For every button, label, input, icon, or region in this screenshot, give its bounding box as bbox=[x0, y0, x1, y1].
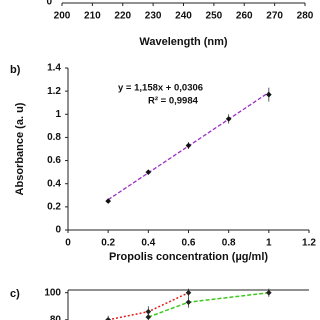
x-tick-label: 0.6 bbox=[182, 238, 196, 249]
y-tick-label: 0 bbox=[55, 225, 61, 236]
x-tick-label: 200 bbox=[54, 11, 71, 22]
y-axis-label: Absorbance (a. u) bbox=[14, 102, 26, 195]
x-tick-label: 0.2 bbox=[101, 238, 115, 249]
panel-label: c) bbox=[10, 288, 20, 300]
panel-label: b) bbox=[10, 64, 21, 76]
point bbox=[185, 142, 192, 149]
y-tick-label: 0.2 bbox=[47, 201, 61, 212]
x-tick-label: 230 bbox=[145, 11, 162, 22]
x-tick-label: 220 bbox=[114, 11, 131, 22]
point bbox=[266, 91, 272, 98]
x-tick-label: 0 bbox=[65, 238, 71, 249]
x-tick-label: 250 bbox=[206, 11, 223, 22]
point bbox=[145, 308, 152, 315]
y-tick-label: 0 bbox=[46, 0, 52, 8]
y-tick-label: 1.2 bbox=[47, 86, 61, 97]
y-tick-label: 1 bbox=[55, 109, 61, 120]
annotation: y = 1,158x + 0,0306 bbox=[118, 83, 203, 94]
x-axis-label: Propolis concentration (µg/ml) bbox=[109, 251, 268, 263]
point bbox=[145, 169, 152, 175]
y-tick-label: 1.4 bbox=[47, 63, 61, 74]
x-tick-label: 280 bbox=[297, 11, 314, 22]
x-tick-label: 260 bbox=[236, 11, 253, 22]
point bbox=[225, 116, 232, 122]
x-tick-label: 0.4 bbox=[141, 238, 155, 249]
x-tick-label: 0.8 bbox=[222, 238, 236, 249]
point bbox=[145, 314, 152, 320]
annotation: R² = 0,9984 bbox=[148, 96, 199, 107]
x-tick-label: 1.2 bbox=[302, 238, 316, 249]
point bbox=[266, 289, 272, 296]
y-tick-label: 100 bbox=[44, 287, 61, 298]
y-tick-label: 0.4 bbox=[47, 178, 61, 189]
x-tick-label: 210 bbox=[84, 11, 101, 22]
point bbox=[185, 289, 192, 296]
y-tick-label: 0.6 bbox=[47, 155, 61, 166]
point bbox=[105, 198, 111, 204]
x-tick-label: 1 bbox=[266, 238, 272, 249]
x-axis-label: Wavelength (nm) bbox=[139, 36, 228, 48]
point bbox=[185, 299, 192, 306]
x-tick-label: 270 bbox=[266, 11, 283, 22]
line bbox=[148, 291, 269, 318]
x-tick-label: 240 bbox=[175, 11, 192, 22]
y-tick-label: 0.8 bbox=[47, 132, 61, 143]
y-tick-label: 80 bbox=[50, 314, 62, 320]
